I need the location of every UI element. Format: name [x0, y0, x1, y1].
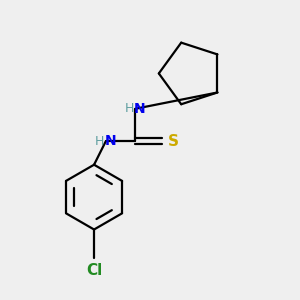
Text: N: N [104, 134, 116, 148]
Text: Cl: Cl [86, 263, 102, 278]
Text: S: S [168, 134, 179, 149]
Text: H: H [95, 135, 104, 148]
Text: N: N [134, 102, 146, 116]
Text: H: H [124, 102, 134, 115]
